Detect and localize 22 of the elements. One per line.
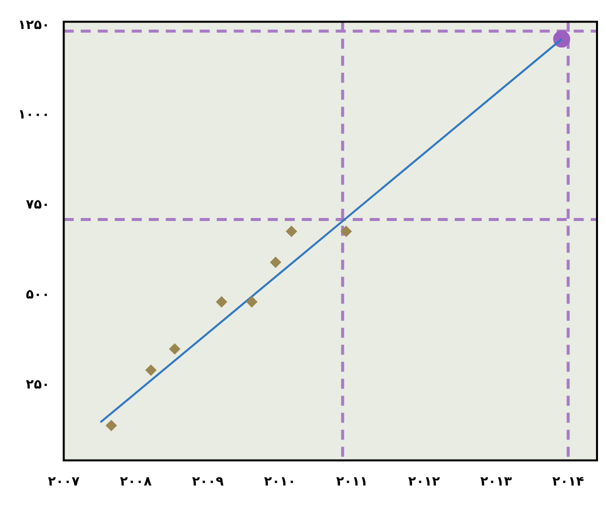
point xyxy=(169,343,180,354)
point xyxy=(270,256,282,268)
y-tick-label: ۱۲۵۰ xyxy=(18,18,50,33)
y-tick-label: ۵۰۰ xyxy=(26,287,50,302)
point xyxy=(246,296,258,308)
x-tick-label: ۲۰۰۹ xyxy=(192,474,224,490)
y-tick-label: ۱۰۰۰ xyxy=(18,108,50,123)
x-tick-label: ۲۰۱۲ xyxy=(408,474,440,490)
y-tick-label: ۲۵۰ xyxy=(26,377,50,392)
point xyxy=(340,226,352,237)
point xyxy=(216,296,228,308)
x-tick-label: ۲۰۱۳ xyxy=(480,474,512,490)
x-tick-label: ۲۰۱۴ xyxy=(552,474,584,490)
point xyxy=(286,226,297,237)
x-tick-label: ۲۰۰۷ xyxy=(48,474,80,490)
y-tick-label: ۷۵۰ xyxy=(26,198,50,213)
point xyxy=(553,30,570,48)
x-tick-label: ۲۰۱۱ xyxy=(336,474,368,490)
x-tick-label: ۲۰۰۸ xyxy=(120,474,152,490)
x-tick-label: ۲۰۱۰ xyxy=(264,474,296,490)
point xyxy=(145,364,156,376)
point xyxy=(106,420,117,432)
